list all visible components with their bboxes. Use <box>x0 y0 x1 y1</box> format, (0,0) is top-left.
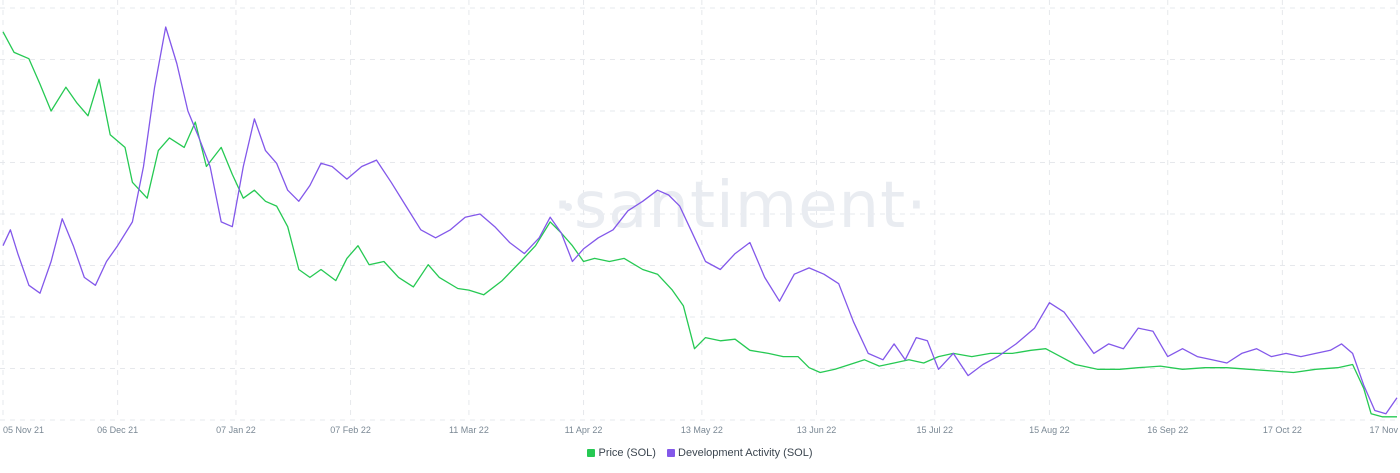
x-tick-label: 13 Jun 22 <box>797 425 837 435</box>
legend-label-price: Price (SOL) <box>598 447 656 460</box>
x-tick-label: 07 Feb 22 <box>330 425 371 435</box>
x-tick-label: 11 Mar 22 <box>449 425 489 435</box>
x-tick-label: 11 Apr 22 <box>565 425 603 435</box>
x-axis[interactable]: 05 Nov 21 06 Dec 21 07 Jan 22 07 Feb 22 11 M… <box>3 425 1398 435</box>
legend: Price (SOL) Development Activity (SOL) <box>0 447 1400 459</box>
legend-item-development-activity[interactable]: Development Activity (SOL) <box>667 447 813 459</box>
x-tick-label: 16 Sep 22 <box>1147 425 1188 435</box>
x-tick-label: 13 May 22 <box>681 425 723 435</box>
series-lines <box>2 26 1398 418</box>
x-tick-label: 05 Nov 21 <box>3 425 44 435</box>
legend-label-development-activity: Development Activity (SOL) <box>678 447 813 460</box>
x-tick-label: 06 Dec 21 <box>97 425 138 435</box>
legend-swatch-price <box>587 449 596 458</box>
watermark: ·santiment· <box>552 169 927 243</box>
grid-lines <box>0 0 1400 421</box>
x-tick-label: 17 Oct 22 <box>1263 425 1302 435</box>
watermark-text: ·santiment· <box>552 169 927 243</box>
x-tick-label: 17 Nov <box>1369 425 1398 435</box>
series-line-development-activity[interactable] <box>2 26 1398 415</box>
x-tick-label: 15 Jul 22 <box>917 425 954 435</box>
x-tick-label: 07 Jan 22 <box>216 425 256 435</box>
legend-item-price[interactable]: Price (SOL) <box>587 447 656 460</box>
watermark-dot-left <box>564 203 572 211</box>
legend-swatch-development-activity <box>667 449 676 458</box>
x-tick-label: 15 Aug 22 <box>1029 425 1070 435</box>
series-line-price[interactable] <box>2 31 1397 418</box>
